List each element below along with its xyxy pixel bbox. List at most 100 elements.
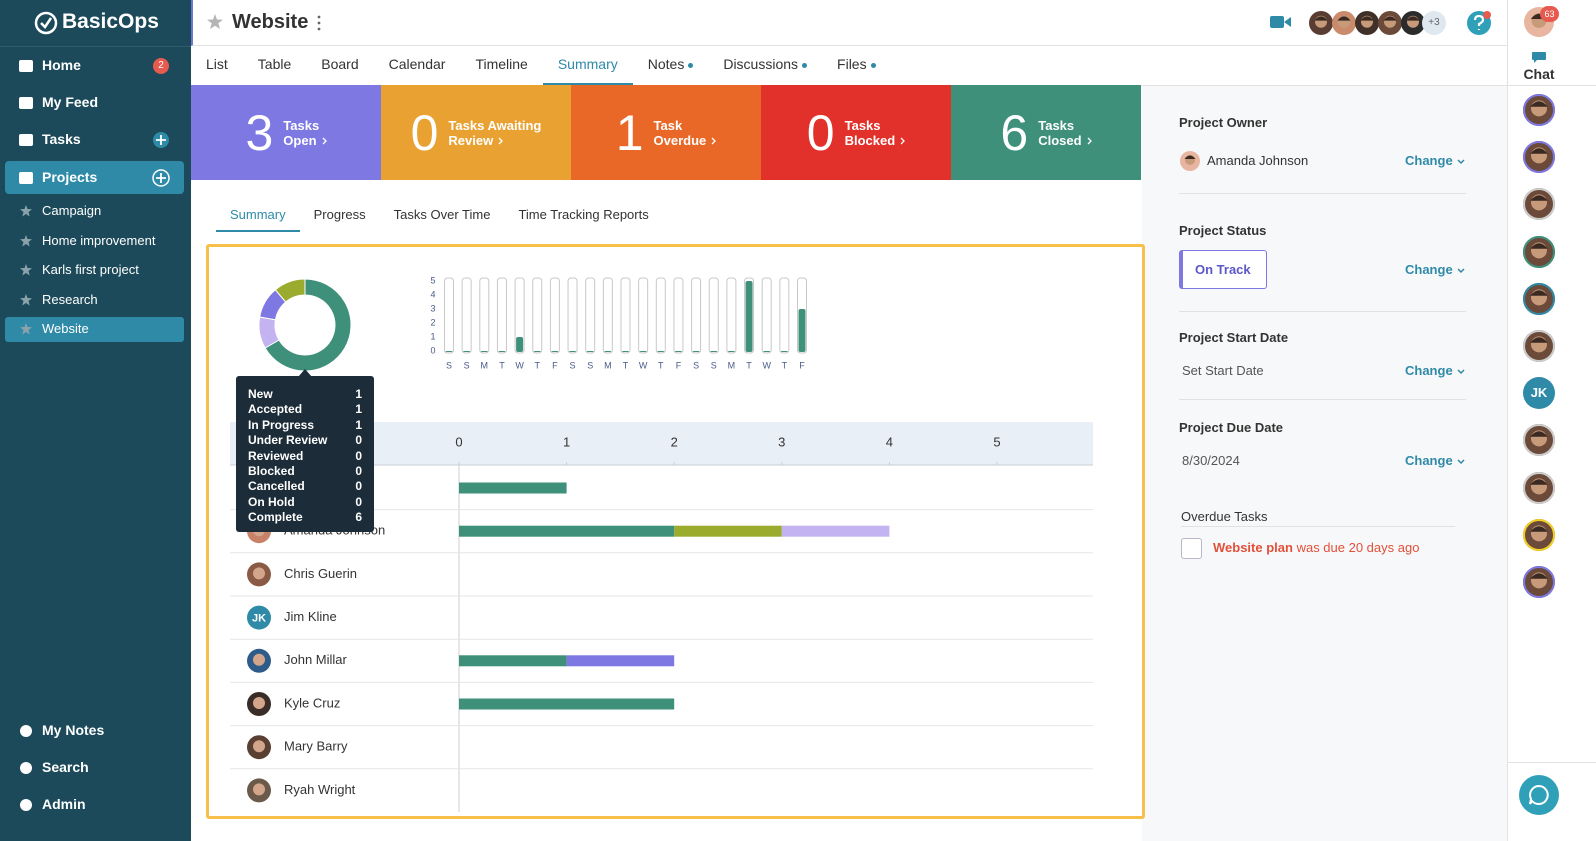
stat-label-box: Tasks Closed	[1038, 118, 1092, 148]
tooltip-arrow	[298, 369, 312, 377]
avatar-hair	[1383, 16, 1397, 21]
avatar-ring	[1523, 566, 1555, 598]
change-button[interactable]: Change	[1405, 453, 1465, 468]
start-date: Set Start Date	[1182, 363, 1264, 378]
subtab[interactable]: Time Tracking Reports	[518, 207, 649, 222]
chevron	[711, 137, 717, 145]
avatar-hair	[1530, 573, 1548, 579]
tooltip-value: 0	[355, 448, 362, 463]
project-link[interactable]: Campaign	[42, 203, 102, 218]
tab[interactable]: Calendar	[374, 46, 461, 85]
active-bg	[5, 161, 184, 194]
project-link[interactable]: Karls first project	[42, 262, 139, 277]
avatar-ring	[1523, 282, 1555, 315]
tooltip-value: 1	[355, 402, 362, 417]
change-button[interactable]: Change	[1405, 153, 1465, 168]
tooltip-label: Cancelled	[248, 479, 305, 494]
change-button[interactable]: Change	[1405, 363, 1465, 378]
avatar-ring	[1523, 471, 1555, 504]
icon	[322, 137, 327, 145]
nav-item[interactable]: My Notes	[42, 722, 105, 738]
tab-label: Timeline	[475, 56, 528, 72]
tab[interactable]: Table	[243, 46, 306, 85]
nav-item[interactable]: Tasks	[42, 131, 81, 147]
tabs: List Table Board Calendar Timeline Summary Not…	[191, 46, 891, 85]
star	[20, 323, 32, 335]
chevron	[1087, 137, 1092, 145]
more-members: +3	[1422, 11, 1446, 35]
nav-item[interactable]: Search	[42, 759, 89, 775]
tab[interactable]: Timeline	[460, 46, 542, 85]
stat-label-box: Task Overdue	[654, 118, 717, 148]
page-title: Website	[232, 11, 309, 33]
checkbox[interactable]	[1181, 538, 1202, 559]
tab[interactable]: Files	[822, 46, 891, 85]
change-label: Change	[1405, 262, 1453, 277]
plus	[156, 173, 166, 183]
nav-icon	[19, 134, 33, 146]
tab-label: List	[206, 56, 228, 72]
nav-item[interactable]: My Feed	[42, 94, 99, 110]
owner-name: Amanda Johnson	[1207, 153, 1309, 168]
stat-tile[interactable]: 1 Task Overdue	[571, 85, 761, 180]
subtab[interactable]: Summary	[216, 200, 300, 232]
nav-icon	[20, 762, 32, 774]
change-button[interactable]: Change	[1405, 262, 1465, 277]
tab[interactable]: Notes	[633, 46, 709, 85]
nav-icon	[19, 60, 33, 72]
icon	[1523, 518, 1555, 551]
rail-divider	[1507, 85, 1596, 86]
header	[191, 0, 1507, 46]
stat-tile[interactable]: 3 Tasks Open	[191, 85, 381, 180]
tab-label: Discussions	[723, 56, 799, 72]
nav-icon	[19, 97, 33, 109]
tooltip-label: On Hold	[248, 494, 295, 509]
icon	[1457, 369, 1465, 374]
icon	[1332, 11, 1356, 35]
tab[interactable]: Board	[306, 46, 373, 85]
avatar-ring	[1523, 141, 1555, 174]
stat-sublabel: Review	[448, 132, 494, 148]
avatar-hair	[1406, 16, 1420, 21]
star	[20, 264, 32, 276]
nav-item[interactable]: Projects	[42, 169, 98, 185]
chat-bubble	[1529, 784, 1549, 805]
stat-count: 3	[245, 104, 274, 161]
icon	[1523, 188, 1555, 221]
project-link[interactable]: Home improvement	[42, 232, 156, 248]
task-link[interactable]: Website plan	[1213, 540, 1293, 555]
icon	[19, 60, 33, 72]
stat-label: Tasks	[844, 117, 881, 133]
stat-tile[interactable]: 0 Tasks Awaiting Review	[381, 85, 571, 180]
tooltip-label: In Progress	[248, 417, 315, 432]
tab[interactable]: Discussions	[708, 46, 822, 85]
chat-button[interactable]	[1519, 775, 1559, 815]
icon	[1309, 11, 1333, 35]
stat-sublabel-line: Overdue	[654, 133, 717, 148]
logo	[34, 11, 58, 35]
stat-label: Task	[653, 117, 683, 133]
tooltip-label: Reviewed	[248, 448, 304, 463]
help-mark	[1473, 14, 1485, 30]
project-link[interactable]: Research	[42, 291, 98, 307]
subtab[interactable]: Tasks Over Time	[393, 207, 491, 222]
section-heading: Project Owner	[1179, 115, 1268, 130]
tooltip-label: Blocked	[248, 464, 295, 478]
tab[interactable]: Summary	[542, 46, 633, 85]
nav-item[interactable]: Home	[42, 57, 81, 73]
stat-tile[interactable]: 6 Tasks Closed	[951, 85, 1141, 180]
icon	[1523, 424, 1555, 457]
tab[interactable]: List	[191, 46, 243, 85]
project-link[interactable]: Website	[42, 321, 89, 336]
nav-item[interactable]: Admin	[42, 796, 86, 812]
stat-sublabel: Blocked	[844, 132, 896, 148]
avatar-ring	[1523, 518, 1555, 551]
brand: BasicOps	[62, 10, 159, 33]
avatar-hair	[1530, 478, 1548, 485]
icon	[20, 799, 32, 811]
subtab[interactable]: Progress	[313, 207, 366, 222]
stat-tile[interactable]: 0 Tasks Blocked	[761, 85, 951, 180]
rail-divider	[1507, 762, 1596, 763]
status-button[interactable]: On Track	[1179, 250, 1267, 289]
icon	[1532, 52, 1546, 63]
